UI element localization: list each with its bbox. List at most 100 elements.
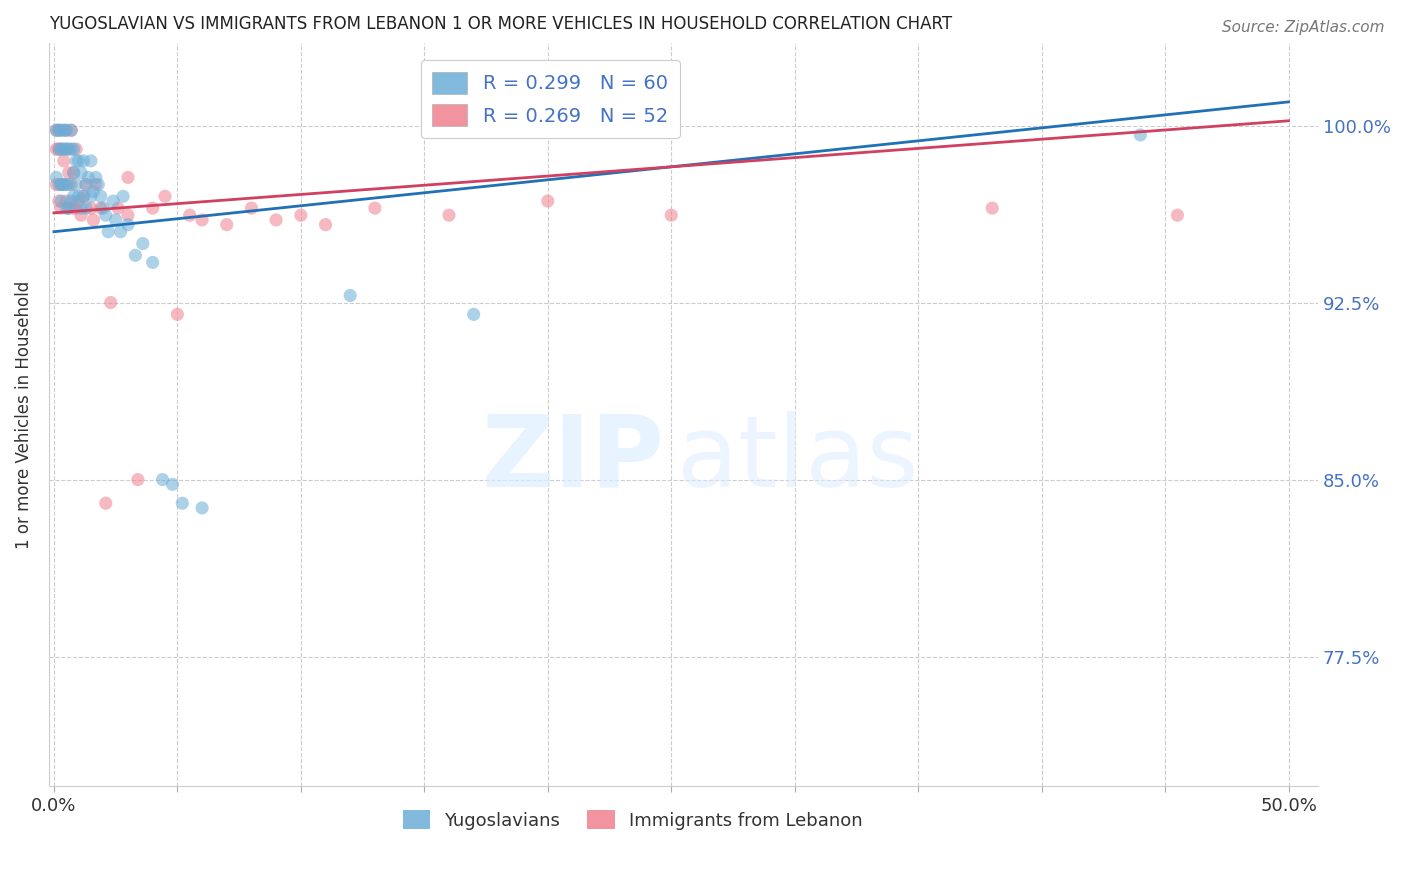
Point (52, 178, 75, 192)
Point (91, 201, 114, 215)
Point (117, 218, 139, 232)
Point (65, 153, 87, 168)
Point (45, 170, 67, 185)
Point (132, 236, 155, 251)
Point (191, 213, 214, 227)
Point (90, 189, 112, 203)
Point (240, 201, 263, 215)
Point (60, 178, 83, 192)
Point (90, 201, 112, 215)
Text: atlas: atlas (678, 411, 920, 508)
Point (52, 142, 75, 156)
Point (127, 473, 149, 487)
Point (437, 208, 460, 222)
Point (463, 307, 485, 321)
Point (67, 153, 90, 168)
Point (82, 185, 104, 199)
Point (110, 225, 132, 239)
Point (75, 178, 97, 192)
Point (97, 225, 120, 239)
Point (166, 307, 188, 321)
Point (51, 178, 73, 192)
Point (84, 178, 107, 192)
Point (70, 166, 93, 180)
Point (82, 213, 104, 227)
Point (142, 255, 165, 269)
Point (65, 142, 87, 156)
Point (80, 189, 103, 203)
Point (117, 208, 139, 222)
Point (162, 477, 184, 491)
Point (55, 194, 77, 208)
Point (62, 201, 84, 215)
Point (55, 123, 77, 137)
Point (1166, 208, 1188, 222)
Point (70, 208, 93, 222)
Point (72, 153, 94, 168)
Point (52, 123, 75, 137)
Point (48, 123, 70, 137)
Point (62, 166, 84, 180)
Point (290, 208, 312, 222)
Point (48, 123, 70, 137)
Point (117, 170, 139, 185)
Point (65, 178, 87, 192)
Point (172, 496, 194, 510)
Point (67, 189, 90, 203)
Point (264, 213, 287, 227)
Point (215, 218, 238, 232)
Point (48, 142, 70, 156)
Point (62, 166, 84, 180)
Point (315, 218, 337, 232)
Point (48, 178, 70, 192)
Point (75, 201, 97, 215)
Point (48, 142, 70, 156)
Y-axis label: 1 or more Vehicles in Household: 1 or more Vehicles in Household (15, 281, 32, 549)
Point (55, 201, 77, 215)
Point (51, 201, 73, 215)
Point (191, 500, 214, 515)
Point (101, 194, 124, 208)
Point (112, 189, 135, 203)
Point (60, 194, 83, 208)
Point (51, 142, 73, 156)
Point (80, 153, 103, 168)
Point (142, 201, 165, 215)
Point (94, 208, 117, 222)
Point (51, 178, 73, 192)
Point (62, 189, 84, 203)
Point (45, 178, 67, 192)
Text: Source: ZipAtlas.com: Source: ZipAtlas.com (1222, 20, 1385, 35)
Point (60, 123, 83, 137)
Point (981, 201, 1004, 215)
Point (87, 178, 110, 192)
Point (58, 142, 80, 156)
Point (55, 142, 77, 156)
Point (72, 189, 94, 203)
Point (65, 201, 87, 215)
Point (1129, 128, 1152, 142)
Point (107, 201, 129, 215)
Text: YUGOSLAVIAN VS IMMIGRANTS FROM LEBANON 1 OR MORE VEHICLES IN HOUSEHOLD CORRELATI: YUGOSLAVIAN VS IMMIGRANTS FROM LEBANON 1… (49, 15, 952, 33)
Point (179, 208, 201, 222)
Point (48, 194, 70, 208)
Point (67, 194, 90, 208)
Point (51, 194, 73, 208)
Point (104, 213, 127, 227)
Point (75, 178, 97, 192)
Point (60, 123, 83, 137)
Point (152, 473, 174, 487)
Point (77, 170, 100, 185)
Point (94, 496, 117, 510)
Point (45, 123, 67, 137)
Point (51, 123, 73, 137)
Point (339, 288, 361, 302)
Point (58, 201, 80, 215)
Point (72, 189, 94, 203)
Point (80, 201, 103, 215)
Point (52, 178, 75, 192)
Point (45, 123, 67, 137)
Point (58, 166, 80, 180)
Point (55, 142, 77, 156)
Point (84, 170, 107, 185)
